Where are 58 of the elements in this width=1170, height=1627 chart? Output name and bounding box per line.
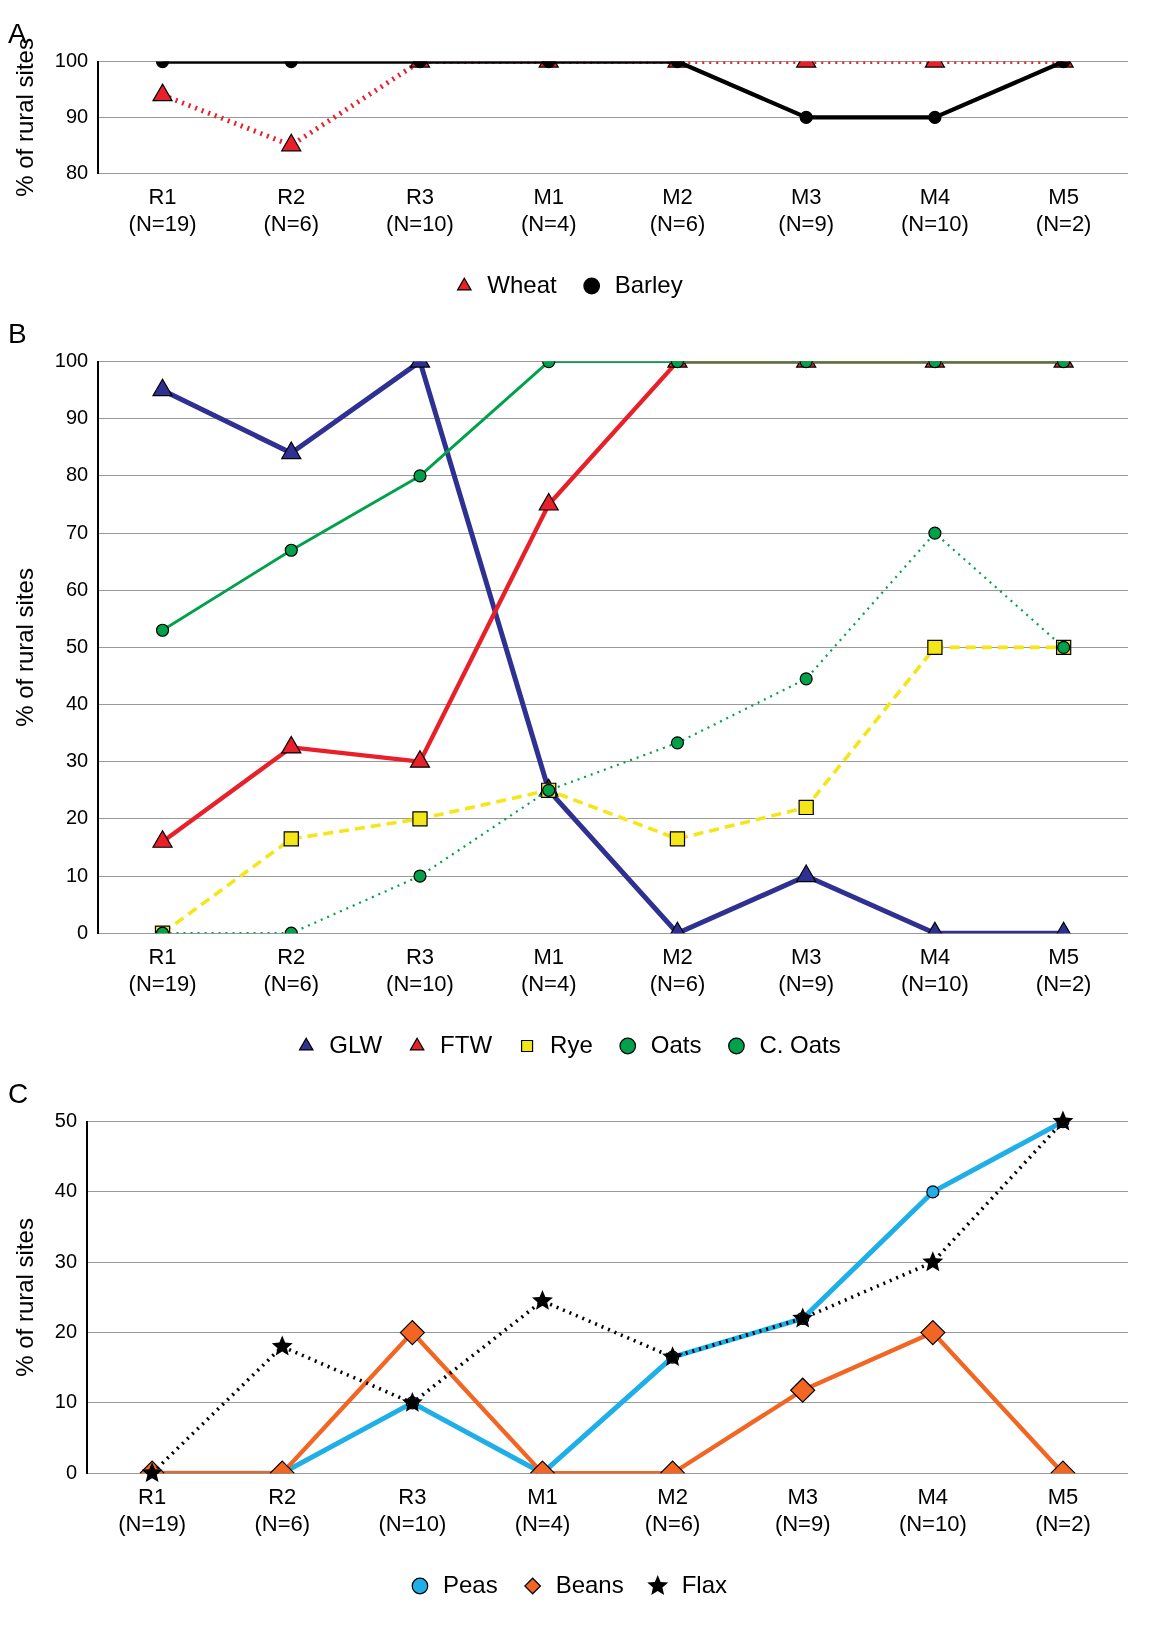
x-tick-label: M3 (N=9) — [778, 944, 834, 996]
legend-label: Wheat — [487, 270, 557, 298]
y-tick-label: 90 — [65, 104, 89, 127]
y-tick-label: 40 — [65, 692, 89, 715]
legend-label: Peas — [442, 1570, 498, 1598]
y-tick-label: 30 — [54, 1249, 78, 1272]
y-tick-label: 10 — [65, 863, 89, 886]
y-tick-label: 40 — [54, 1179, 78, 1202]
y-tick-label: 100 — [54, 349, 89, 372]
x-tick-label: R1 (N=19) — [128, 944, 197, 996]
y-tick-label: 90 — [65, 406, 89, 429]
legend-label: Flax — [681, 1570, 728, 1598]
x-tick-label: R2 (N=6) — [263, 944, 320, 996]
legend-label: Oats — [650, 1030, 702, 1058]
legend-label: Beans — [555, 1570, 624, 1598]
x-tick-label: M2 (N=6) — [649, 184, 706, 236]
y-tick-label: 30 — [65, 749, 89, 772]
y-tick-label: 20 — [54, 1320, 78, 1343]
x-tick-label: M2 (N=6) — [649, 944, 706, 996]
x-tick-label: M5 (N=2) — [1035, 184, 1092, 236]
y-tick-label: 10 — [54, 1390, 78, 1413]
y-tick-label: 60 — [65, 577, 89, 600]
y-tick-label: 50 — [65, 634, 89, 657]
x-tick-label: M2 (N=6) — [644, 1484, 701, 1536]
x-tick-label: M4 (N=10) — [900, 944, 969, 996]
x-tick-label: M4 (N=10) — [898, 1484, 967, 1536]
legend-label: C. Oats — [759, 1030, 841, 1058]
x-tick-label: R3 (N=10) — [378, 1484, 447, 1536]
x-tick-label: M3 (N=9) — [774, 1484, 831, 1536]
y-tick-label: 80 — [65, 463, 89, 486]
chart-title: B — [8, 317, 27, 349]
y-tick-label: 50 — [54, 1109, 78, 1132]
y-tick-label: 80 — [65, 160, 89, 183]
x-tick-label: M5 (N=2) — [1035, 944, 1092, 996]
y-tick-label: 70 — [65, 520, 89, 543]
legend-label: Rye — [550, 1030, 593, 1058]
y-tick-label: 0 — [65, 1460, 78, 1483]
y-tick-label: 100 — [54, 49, 89, 72]
x-tick-label: M5 (N=2) — [1035, 1484, 1091, 1536]
x-tick-label: M4 (N=10) — [900, 184, 969, 236]
y-tick-label: 0 — [77, 920, 89, 943]
y-axis-title: % of rural sites — [11, 1218, 39, 1377]
legend-label: FTW — [440, 1030, 493, 1058]
x-tick-label: R2 (N=6) — [254, 1484, 311, 1536]
x-tick-label: M1 (N=4) — [520, 944, 577, 996]
x-tick-label: R1 (N=19) — [118, 1484, 187, 1536]
y-tick-label: 20 — [65, 806, 89, 829]
x-tick-label: M1 (N=4) — [514, 1484, 571, 1536]
x-tick-label: R3 (N=10) — [386, 184, 454, 236]
x-tick-label: M3 (N=9) — [778, 184, 834, 236]
chart-title: C — [8, 1077, 29, 1109]
x-tick-label: R3 (N=10) — [386, 944, 454, 996]
legend-label: Barley — [614, 270, 683, 298]
x-tick-label: M1 (N=4) — [520, 184, 577, 236]
x-tick-label: R2 (N=6) — [263, 184, 320, 236]
x-tick-label: R1 (N=19) — [128, 184, 197, 236]
legend-label: GLW — [329, 1030, 383, 1058]
y-axis-title: % of rural sites — [11, 568, 39, 727]
